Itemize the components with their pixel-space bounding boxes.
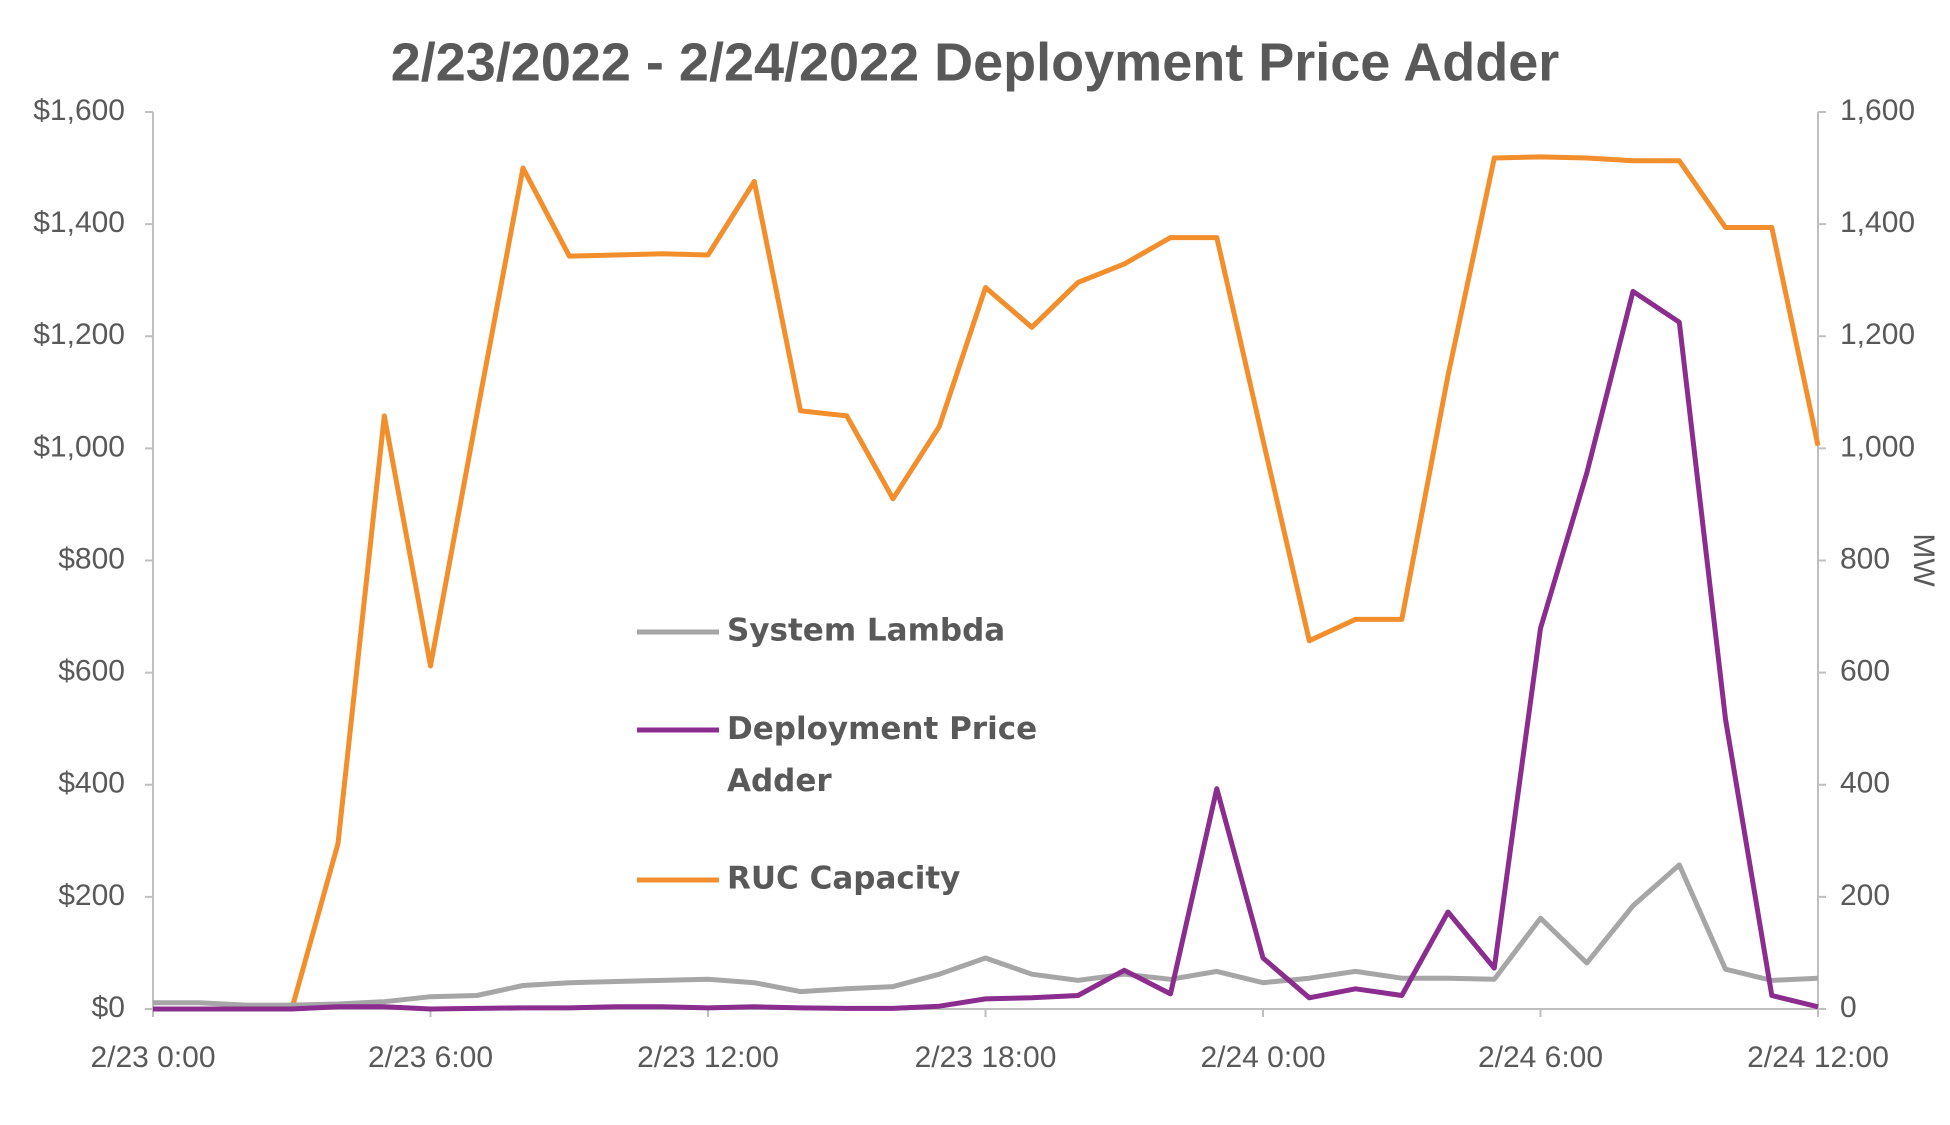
y-tick-label: $200 [58, 879, 125, 912]
y-tick-label: $1,200 [33, 318, 125, 351]
series-line [153, 862, 1819, 1008]
x-tick-label: 2/23 12:00 [637, 1041, 779, 1074]
y-tick-label: $600 [58, 655, 125, 688]
y-tick-label: $400 [58, 767, 125, 800]
y2-tick-label: 800 [1840, 542, 1890, 575]
y2-tick-label: 1,600 [1840, 94, 1915, 127]
chart-title: 2/23/2022 - 2/24/2022 Deployment Price A… [391, 32, 1560, 92]
legend-label: RUC Capacity [727, 861, 960, 897]
y2-tick-label: 1,400 [1840, 206, 1915, 239]
x-tick-label: 2/24 12:00 [1747, 1041, 1889, 1074]
x-tick-label: 2/23 18:00 [915, 1041, 1057, 1074]
legend-label: Deployment Price Adder [727, 711, 1037, 799]
y-tick-label: $1,000 [33, 430, 125, 463]
y2-tick-label: 1,200 [1840, 318, 1915, 351]
y2-axis-label: MW [1907, 533, 1940, 587]
x-tick-label: 2/23 6:00 [368, 1041, 493, 1074]
y2-tick-label: 200 [1840, 879, 1890, 912]
x-tick-label: 2/23 0:00 [90, 1041, 215, 1074]
y-tick-label: $0 [92, 991, 125, 1024]
y-tick-label: $800 [58, 542, 125, 575]
x-tick-label: 2/24 6:00 [1478, 1041, 1603, 1074]
y2-tick-label: 1,000 [1840, 430, 1915, 463]
x-tick-label: 2/24 0:00 [1200, 1041, 1325, 1074]
y2-tick-label: 400 [1840, 767, 1890, 800]
legend-label: System Lambda [727, 613, 1005, 649]
y-tick-label: $1,600 [33, 94, 125, 127]
series-line [153, 154, 1821, 1012]
y2-tick-label: 0 [1840, 991, 1857, 1024]
y-tick-label: $1,400 [33, 206, 125, 239]
series-line [153, 288, 1819, 1012]
y2-tick-label: 600 [1840, 655, 1890, 688]
